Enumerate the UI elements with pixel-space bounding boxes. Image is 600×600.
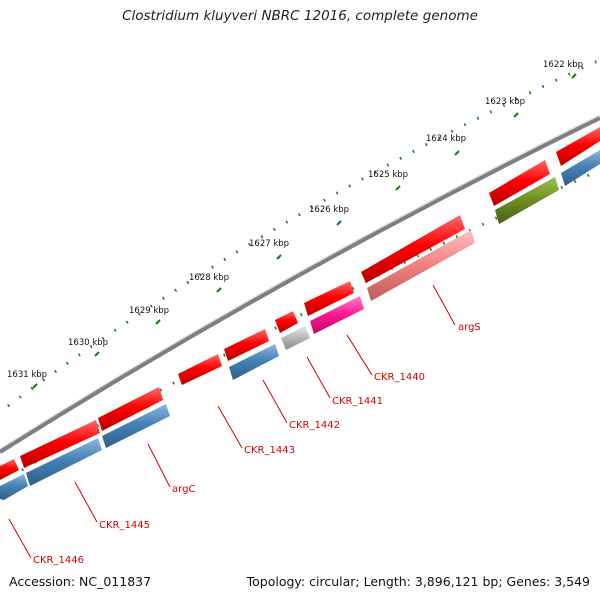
major-ticks: [32, 73, 577, 389]
gene-arrow: [98, 387, 163, 431]
leader-line: [432, 284, 456, 326]
scale-label: 1625 kbp: [368, 170, 408, 180]
major-tick: [454, 150, 460, 156]
major-tick: [276, 254, 282, 260]
gene-arrow: [561, 150, 600, 186]
leader-line: [147, 443, 171, 488]
major-tick: [216, 287, 222, 293]
leader-line: [8, 518, 32, 559]
major-tick: [94, 351, 100, 357]
scale-label: 1622 kbp: [543, 60, 583, 70]
leader-line: [306, 356, 331, 399]
scale-label: 1624 kbp: [426, 134, 466, 144]
gene-arrow: [281, 326, 310, 350]
gene-label: CKR_1446: [33, 555, 84, 566]
gene-arrow: [275, 311, 298, 333]
scale-label: 1627 kbp: [249, 239, 289, 249]
gene-arrow: [178, 354, 222, 385]
scale-label: 1623 kbp: [485, 97, 525, 107]
leader-line: [262, 379, 288, 424]
scale-label: 1628 kbp: [189, 273, 229, 283]
major-tick: [32, 383, 38, 389]
major-tick: [336, 220, 342, 226]
gene-arrow: [495, 177, 559, 224]
major-tick: [571, 73, 577, 79]
gene-arrow: [304, 281, 354, 316]
gene-arrow: [229, 344, 279, 380]
gene-arrow: [361, 215, 465, 283]
gene-arrow: [224, 329, 269, 361]
gene-labels: argS CKR_1440 CKR_1441 CKR_1442 CKR_1443…: [33, 322, 481, 566]
map-title: Clostridium kluyveri NBRC 12016, complet…: [122, 8, 478, 24]
gene-label: CKR_1443: [244, 445, 295, 456]
backbone-highlight: [0, 114, 600, 450]
gene-label: CKR_1445: [99, 520, 150, 531]
genome-summary-text: Topology: circular; Length: 3,896,121 bp…: [246, 574, 590, 589]
gene-label: CKR_1441: [332, 396, 383, 407]
gene-arrow: [310, 296, 364, 334]
leader-line: [74, 481, 98, 523]
gene-arrow: [367, 230, 475, 301]
genome-backbone: [0, 116, 600, 454]
accession-text: Accession: NC_011837: [9, 574, 152, 589]
scale-label: 1626 kbp: [309, 205, 349, 215]
gene-arrow: [0, 459, 19, 480]
major-tick: [155, 319, 161, 325]
gene-label: CKR_1440: [374, 372, 425, 383]
major-tick: [395, 185, 401, 191]
leader-line: [217, 405, 243, 449]
scale-label: 1630 kbp: [68, 338, 108, 348]
gene-label: CKR_1442: [289, 420, 340, 431]
leader-line: [346, 334, 373, 376]
gene-arrow: [20, 420, 100, 468]
gene-arrow: [0, 474, 28, 500]
scale-labels: 1622 kbp 1623 kbp 1624 kbp 1625 kbp 1626…: [7, 60, 583, 380]
gene-arrow: [26, 438, 102, 486]
label-leaders: [8, 284, 456, 559]
gene-arrow: [489, 160, 550, 206]
scale-ticks: [7, 58, 600, 472]
gene-label: argS: [458, 322, 481, 333]
gene-arrow: [102, 404, 170, 448]
scale-label: 1629 kbp: [129, 306, 169, 316]
major-tick: [513, 112, 519, 118]
reverse-strand-genes: [0, 150, 600, 500]
forward-strand-genes: [0, 127, 600, 480]
gene-arrow: [556, 127, 600, 166]
gene-label: argC: [172, 484, 195, 495]
scale-label: 1631 kbp: [7, 370, 47, 380]
